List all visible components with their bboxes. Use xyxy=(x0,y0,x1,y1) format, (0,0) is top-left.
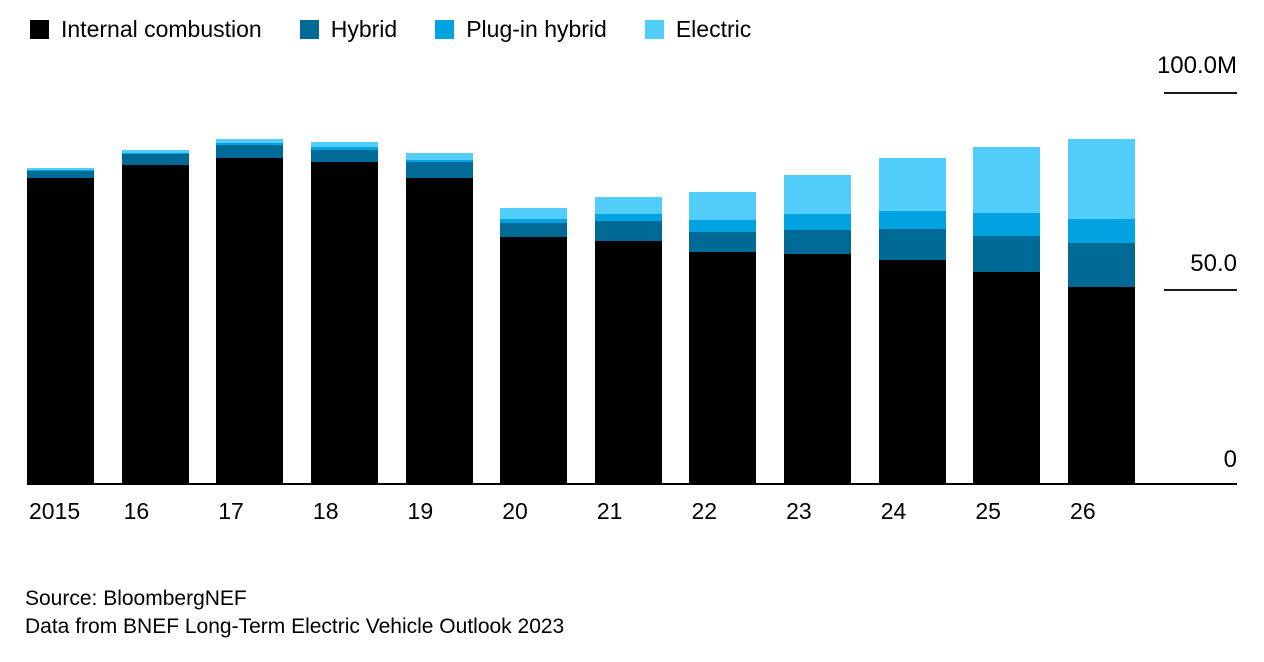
bar-segment-internal-combustion xyxy=(121,165,189,483)
bar-segment-hybrid xyxy=(878,229,946,261)
legend-label: Plug-in hybrid xyxy=(466,16,607,42)
bar-segment-electric xyxy=(216,139,284,143)
y-axis-tick-line-100 xyxy=(1164,92,1237,94)
legend-swatch-plug-in-hybrid xyxy=(435,20,455,39)
x-axis-label-21: 21 xyxy=(596,498,623,524)
bar-segment-hybrid xyxy=(405,161,473,178)
legend-label: Hybrid xyxy=(330,16,398,42)
y-axis-tick-line-50 xyxy=(1164,289,1237,291)
legend-item-internal-combustion: Internal combustion xyxy=(30,18,262,41)
source-line-2: Data from BNEF Long-Term Electric Vehicl… xyxy=(25,615,565,638)
bar-segment-plug-in-hybrid xyxy=(784,214,852,231)
x-axis-label-23: 23 xyxy=(786,498,812,524)
bar-segment-electric xyxy=(500,207,568,219)
bar-segment-plug-in-hybrid xyxy=(121,152,189,155)
legend-swatch-electric xyxy=(644,20,664,39)
legend-label: Internal combustion xyxy=(61,16,262,42)
bar-25 xyxy=(973,146,1041,483)
bar-segment-plug-in-hybrid xyxy=(689,220,757,233)
bar-24 xyxy=(878,158,946,483)
legend-label: Electric xyxy=(675,16,752,42)
x-axis-label-20: 20 xyxy=(502,498,528,524)
bar-segment-internal-combustion xyxy=(310,162,378,483)
bar-segment-internal-combustion xyxy=(784,254,852,483)
bar-segment-hybrid xyxy=(689,232,757,253)
bar-segment-internal-combustion xyxy=(1068,287,1136,483)
bar-segment-electric xyxy=(405,152,473,161)
bar-segment-plug-in-hybrid xyxy=(500,218,568,223)
bar-segment-plug-in-hybrid xyxy=(973,212,1041,236)
x-axis-label-16: 16 xyxy=(123,498,150,524)
bar-segment-internal-combustion xyxy=(689,252,757,483)
bar-segment-hybrid xyxy=(1068,243,1136,288)
bar-segment-internal-combustion xyxy=(216,158,284,483)
bar-segment-electric xyxy=(121,149,189,153)
bar-segment-internal-combustion xyxy=(973,271,1041,483)
bar-2015 xyxy=(27,168,94,483)
bar-17 xyxy=(216,139,284,483)
bar-segment-hybrid xyxy=(310,150,378,163)
bar-segment-electric xyxy=(310,142,378,148)
bar-segment-electric xyxy=(594,196,662,214)
legend: Internal combustion Hybrid Plug-in hybri… xyxy=(30,18,751,41)
bar-segment-hybrid xyxy=(500,222,568,237)
bar-22 xyxy=(689,192,757,483)
legend-item-hybrid: Hybrid xyxy=(299,16,398,42)
bar-segment-internal-combustion xyxy=(405,177,473,483)
bar-segment-electric xyxy=(878,158,946,212)
bar-segment-electric xyxy=(784,174,852,215)
x-axis-label-2015: 2015 xyxy=(29,498,81,524)
bar-segment-electric xyxy=(689,192,757,221)
bar-segment-plug-in-hybrid xyxy=(216,142,284,145)
bar-segment-plug-in-hybrid xyxy=(594,213,662,222)
x-axis-label-22: 22 xyxy=(691,498,718,524)
bar-21 xyxy=(594,196,662,483)
bar-segment-plug-in-hybrid xyxy=(27,170,94,171)
x-axis-baseline xyxy=(27,483,1237,485)
legend-item-electric: Electric xyxy=(644,16,752,42)
bar-segment-plug-in-hybrid xyxy=(878,211,946,230)
bar-23 xyxy=(784,174,852,483)
bar-19 xyxy=(405,152,473,483)
bar-20 xyxy=(500,207,568,483)
x-axis-label-19: 19 xyxy=(407,498,434,524)
x-axis-label-18: 18 xyxy=(312,498,339,524)
x-axis-label-25: 25 xyxy=(975,498,1001,524)
bar-segment-plug-in-hybrid xyxy=(405,160,473,162)
bar-segment-internal-combustion xyxy=(878,260,946,483)
source-note: Source: BloombergNEF Data from BNEF Long… xyxy=(25,585,564,641)
bar-segment-internal-combustion xyxy=(27,178,94,483)
bar-segment-hybrid xyxy=(594,221,662,241)
source-line-1: Source: BloombergNEF xyxy=(25,587,247,610)
y-axis-tick-label-0: 0 xyxy=(1223,446,1237,473)
x-axis-label-17: 17 xyxy=(218,498,244,524)
bar-segment-hybrid xyxy=(216,144,284,159)
x-axis-label-26: 26 xyxy=(1070,498,1096,524)
bar-18 xyxy=(310,142,378,483)
bar-segment-internal-combustion xyxy=(594,240,662,483)
bar-segment-hybrid xyxy=(27,170,94,178)
x-axis-label-24: 24 xyxy=(880,498,907,524)
y-axis-tick-label-50: 50.0 xyxy=(1190,250,1237,277)
legend-swatch-hybrid xyxy=(299,20,319,39)
legend-swatch-internal-combustion xyxy=(30,20,49,39)
legend-item-plug-in-hybrid: Plug-in hybrid xyxy=(435,18,607,41)
bar-segment-internal-combustion xyxy=(500,236,568,483)
bar-segment-electric xyxy=(973,146,1041,213)
bar-segment-plug-in-hybrid xyxy=(1068,219,1136,244)
bar-segment-hybrid xyxy=(784,230,852,255)
bar-segment-plug-in-hybrid xyxy=(310,147,378,151)
bar-26 xyxy=(1068,138,1136,483)
bar-segment-hybrid xyxy=(121,154,189,166)
bar-segment-hybrid xyxy=(973,235,1041,272)
y-axis-tick-label-100: 100.0M xyxy=(1156,52,1237,79)
bar-segment-electric xyxy=(27,168,94,171)
bar-16 xyxy=(121,149,189,483)
bar-segment-electric xyxy=(1068,138,1136,220)
